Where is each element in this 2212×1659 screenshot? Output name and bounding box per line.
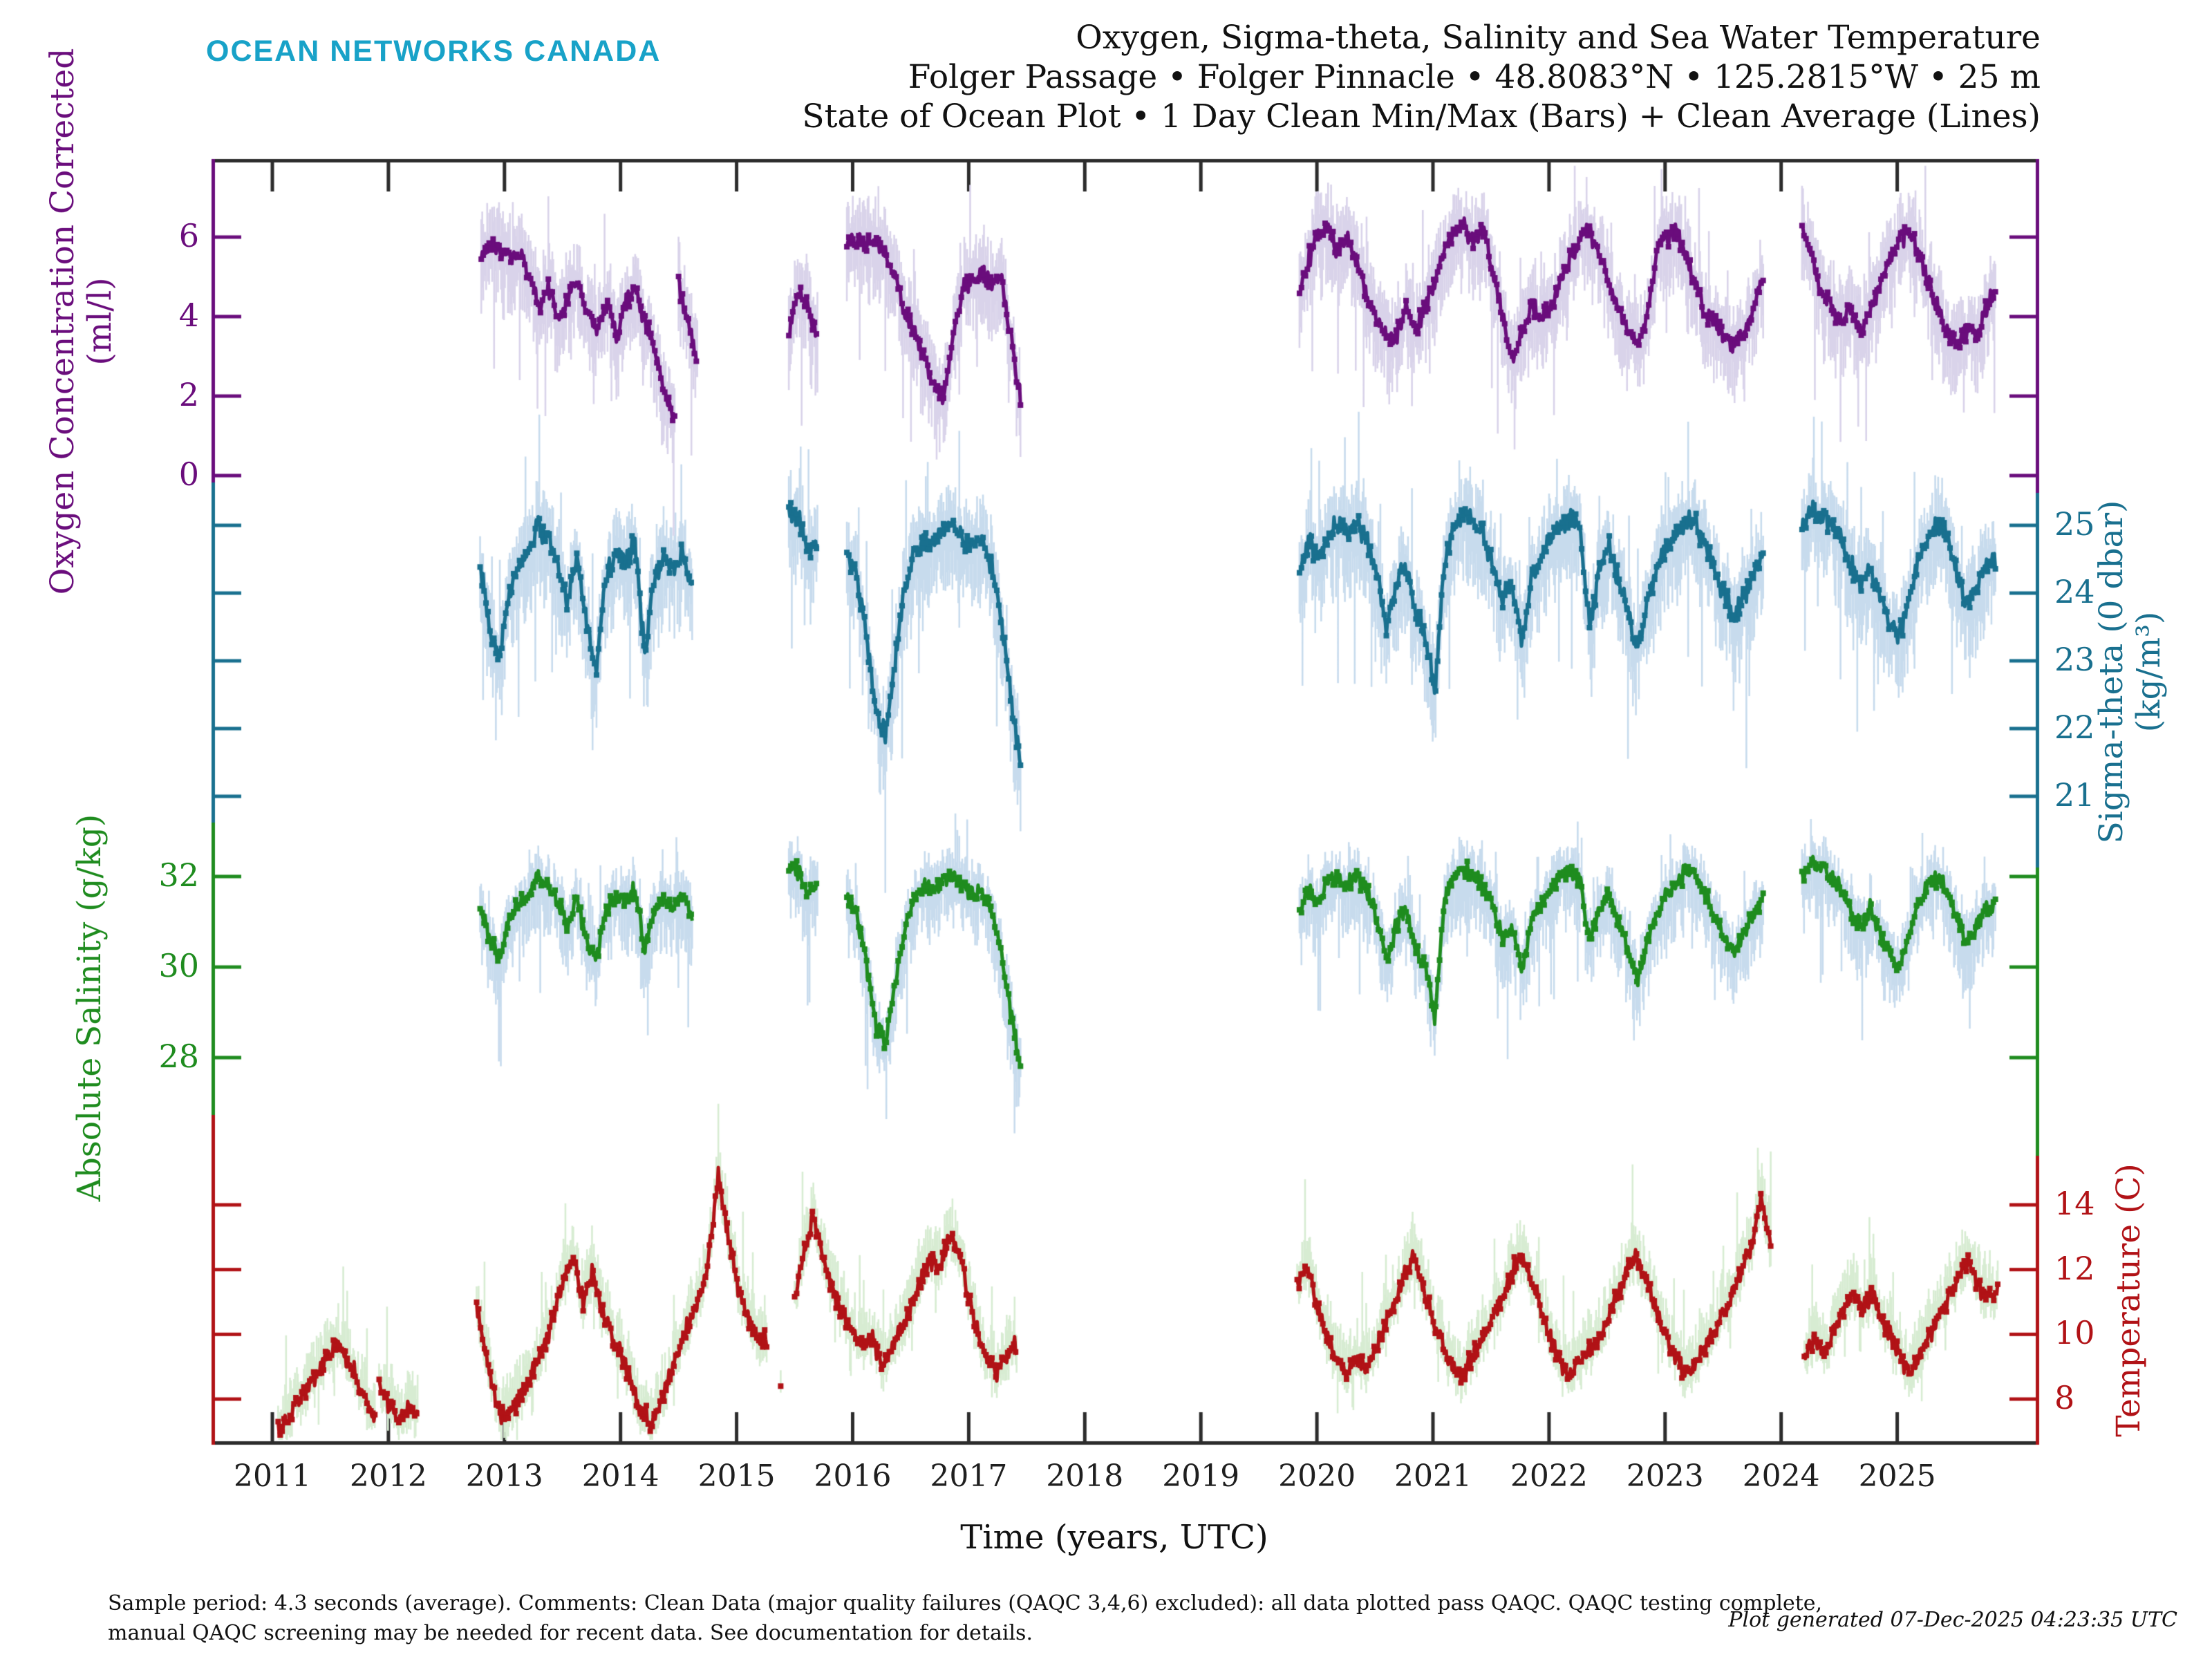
footer-note: Sample period: 4.3 seconds (average). Co… bbox=[108, 1588, 1822, 1648]
x-tick-label-2017: 2017 bbox=[930, 1459, 1008, 1494]
x-tick-label-2011: 2011 bbox=[234, 1459, 311, 1494]
x-tick-label-2025: 2025 bbox=[1858, 1459, 1936, 1494]
x-tick-label-2023: 2023 bbox=[1626, 1459, 1704, 1494]
xlabel-time: Time (years, UTC) bbox=[960, 1518, 1268, 1557]
y-tick-label-salinity-28: 28 bbox=[158, 1038, 199, 1075]
x-tick-label-2013: 2013 bbox=[465, 1459, 543, 1494]
x-tick-label-2020: 2020 bbox=[1278, 1459, 1356, 1494]
ylabel-oxygen-line1: Oxygen Concentration Corrected bbox=[44, 48, 82, 595]
footer-note-line1: Sample period: 4.3 seconds (average). Co… bbox=[108, 1591, 1823, 1615]
x-tick-label-2019: 2019 bbox=[1162, 1459, 1240, 1494]
y-tick-label-temperature-8: 8 bbox=[2054, 1379, 2075, 1416]
x-tick-label-2018: 2018 bbox=[1046, 1459, 1124, 1494]
x-tick-label-2024: 2024 bbox=[1742, 1459, 1820, 1494]
y-tick-label-temperature-12: 12 bbox=[2054, 1249, 2095, 1287]
x-tick-label-2021: 2021 bbox=[1394, 1459, 1472, 1494]
footer-note-line2: manual QAQC screening may be needed for … bbox=[108, 1621, 1033, 1645]
y-tick-label-salinity-32: 32 bbox=[158, 856, 199, 894]
y-tick-label-sigma-24: 24 bbox=[2054, 573, 2095, 610]
title-line-2: Folger Passage • Folger Pinnacle • 48.80… bbox=[908, 58, 2041, 96]
y-tick-label-oxygen-4: 4 bbox=[178, 297, 199, 334]
y-tick-label-oxygen-2: 2 bbox=[178, 376, 199, 413]
x-tick-label-2022: 2022 bbox=[1510, 1459, 1588, 1494]
y-tick-label-temperature-14: 14 bbox=[2054, 1185, 2095, 1222]
y-tick-label-sigma-21: 21 bbox=[2054, 776, 2095, 814]
y-tick-label-sigma-25: 25 bbox=[2054, 505, 2095, 543]
x-tick-label-2016: 2016 bbox=[814, 1459, 892, 1494]
plot-generated-timestamp: Plot generated 07-Dec-2025 04:23:35 UTC bbox=[1728, 1608, 2177, 1632]
x-tick-label-2015: 2015 bbox=[697, 1459, 776, 1494]
y-tick-label-oxygen-6: 6 bbox=[178, 217, 199, 254]
y-tick-label-sigma-22: 22 bbox=[2054, 709, 2095, 746]
y-tick-label-salinity-30: 30 bbox=[158, 947, 199, 984]
x-tick-label-2014: 2014 bbox=[581, 1459, 659, 1494]
title-line-3: State of Ocean Plot • 1 Day Clean Min/Ma… bbox=[802, 97, 2041, 135]
plot-title: Oxygen, Sigma-theta, Salinity and Sea Wa… bbox=[802, 18, 2041, 136]
title-line-1: Oxygen, Sigma-theta, Salinity and Sea Wa… bbox=[1076, 19, 2041, 57]
y-tick-label-sigma-23: 23 bbox=[2054, 641, 2095, 678]
x-tick-label-2012: 2012 bbox=[349, 1459, 427, 1494]
y-tick-label-oxygen-0: 0 bbox=[178, 456, 199, 493]
y-tick-label-temperature-10: 10 bbox=[2054, 1314, 2095, 1352]
onc-logo: OCEAN NETWORKS CANADA bbox=[206, 35, 662, 68]
